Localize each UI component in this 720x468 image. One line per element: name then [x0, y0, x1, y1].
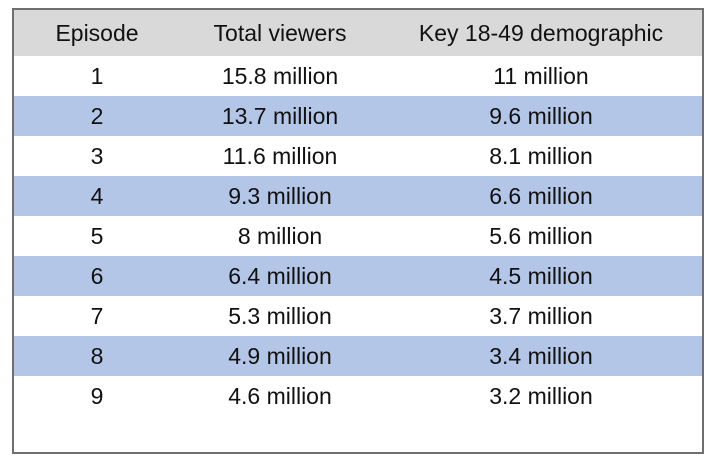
header-episode: Episode [55, 20, 139, 46]
demographic-cell: 6.6 million [489, 182, 593, 209]
table-row: 6 6.4 million 4.5 million [14, 256, 702, 296]
episode-cell: 2 [90, 102, 104, 129]
table-row: 2 13.7 million 9.6 million [14, 96, 702, 136]
viewership-table: Episode Total viewers Key 18-49 demograp… [14, 10, 702, 416]
table-row: 4 9.3 million 6.6 million [14, 176, 702, 216]
episode-cell: 4 [90, 182, 104, 209]
episode-cell: 7 [90, 302, 104, 329]
table-row: 1 15.8 million 11 million [14, 56, 702, 96]
table-frame: Episode Total viewers Key 18-49 demograp… [12, 8, 704, 454]
total-viewers-cell: 13.7 million [221, 102, 339, 129]
table-row: 7 5.3 million 3.7 million [14, 296, 702, 336]
demographic-cell: 3.4 million [489, 342, 593, 369]
total-viewers-cell: 6.4 million [228, 262, 332, 289]
table-header-row: Episode Total viewers Key 18-49 demograp… [14, 10, 702, 56]
table-row: 5 8 million 5.6 million [14, 216, 702, 256]
total-viewers-cell: 15.8 million [221, 62, 339, 89]
demographic-cell: 8.1 million [489, 142, 593, 169]
demographic-cell: 3.2 million [489, 382, 593, 409]
total-viewers-cell: 4.9 million [228, 342, 332, 369]
episode-cell: 6 [90, 262, 104, 289]
episode-cell: 3 [90, 142, 104, 169]
demographic-cell: 3.7 million [489, 302, 593, 329]
total-viewers-cell: 11.6 million [222, 142, 338, 169]
episode-cell: 5 [90, 222, 104, 249]
total-viewers-cell: 9.3 million [228, 182, 332, 209]
episode-cell: 9 [90, 382, 104, 409]
table-row: 9 4.6 million 3.2 million [14, 376, 702, 416]
table-row: 3 11.6 million 8.1 million [14, 136, 702, 176]
total-viewers-cell: 5.3 million [228, 302, 332, 329]
episode-cell: 1 [90, 62, 104, 89]
episode-cell: 8 [90, 342, 104, 369]
header-total-viewers: Total viewers [213, 20, 347, 46]
demographic-cell: 11 million [493, 62, 589, 89]
header-key-demographic: Key 18-49 demographic [418, 20, 664, 46]
table-row: 8 4.9 million 3.4 million [14, 336, 702, 376]
total-viewers-cell: 8 million [237, 222, 323, 249]
total-viewers-cell: 4.6 million [228, 382, 332, 409]
demographic-cell: 9.6 million [489, 102, 593, 129]
demographic-cell: 5.6 million [489, 222, 593, 249]
demographic-cell: 4.5 million [489, 262, 593, 289]
